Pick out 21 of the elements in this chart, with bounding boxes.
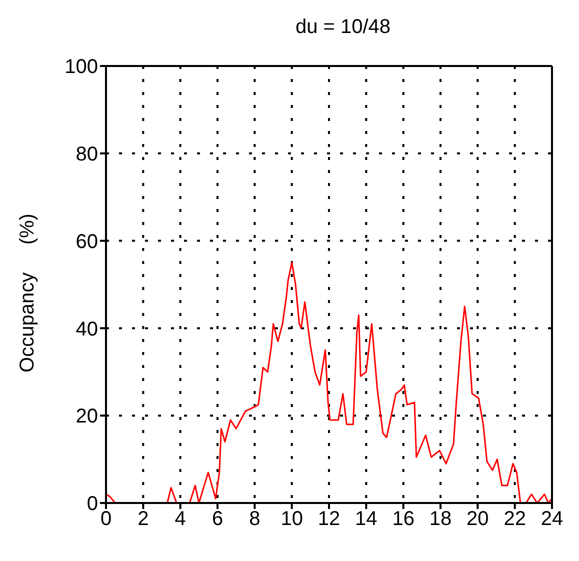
x-tick-label: 22 xyxy=(504,508,526,530)
x-tick-label: 12 xyxy=(318,508,340,530)
y-tick-label: 40 xyxy=(76,318,98,340)
x-tick-label: 6 xyxy=(212,508,224,530)
x-tick-label: 24 xyxy=(540,508,564,530)
y-tick-label: 80 xyxy=(76,144,98,166)
x-tick-label: 14 xyxy=(355,508,378,530)
y-tick-label: 20 xyxy=(76,406,98,428)
x-tick-label: 8 xyxy=(249,508,260,530)
x-tick-label: 20 xyxy=(466,508,489,530)
y-axis-title: Occupancy (%) xyxy=(16,214,40,372)
x-tick-label: 0 xyxy=(100,508,112,530)
x-tick-label: 16 xyxy=(392,508,414,530)
y-tick-label: 100 xyxy=(64,56,98,78)
x-tick-label: 4 xyxy=(174,508,186,530)
x-tick-label: 2 xyxy=(138,508,149,530)
y-tick-label: 60 xyxy=(76,230,98,253)
chart-title: du = 10/48 xyxy=(294,16,392,39)
x-tick-label: 18 xyxy=(429,508,452,530)
y-tick-label: 0 xyxy=(86,493,98,516)
x-tick-label: 10 xyxy=(280,508,303,530)
